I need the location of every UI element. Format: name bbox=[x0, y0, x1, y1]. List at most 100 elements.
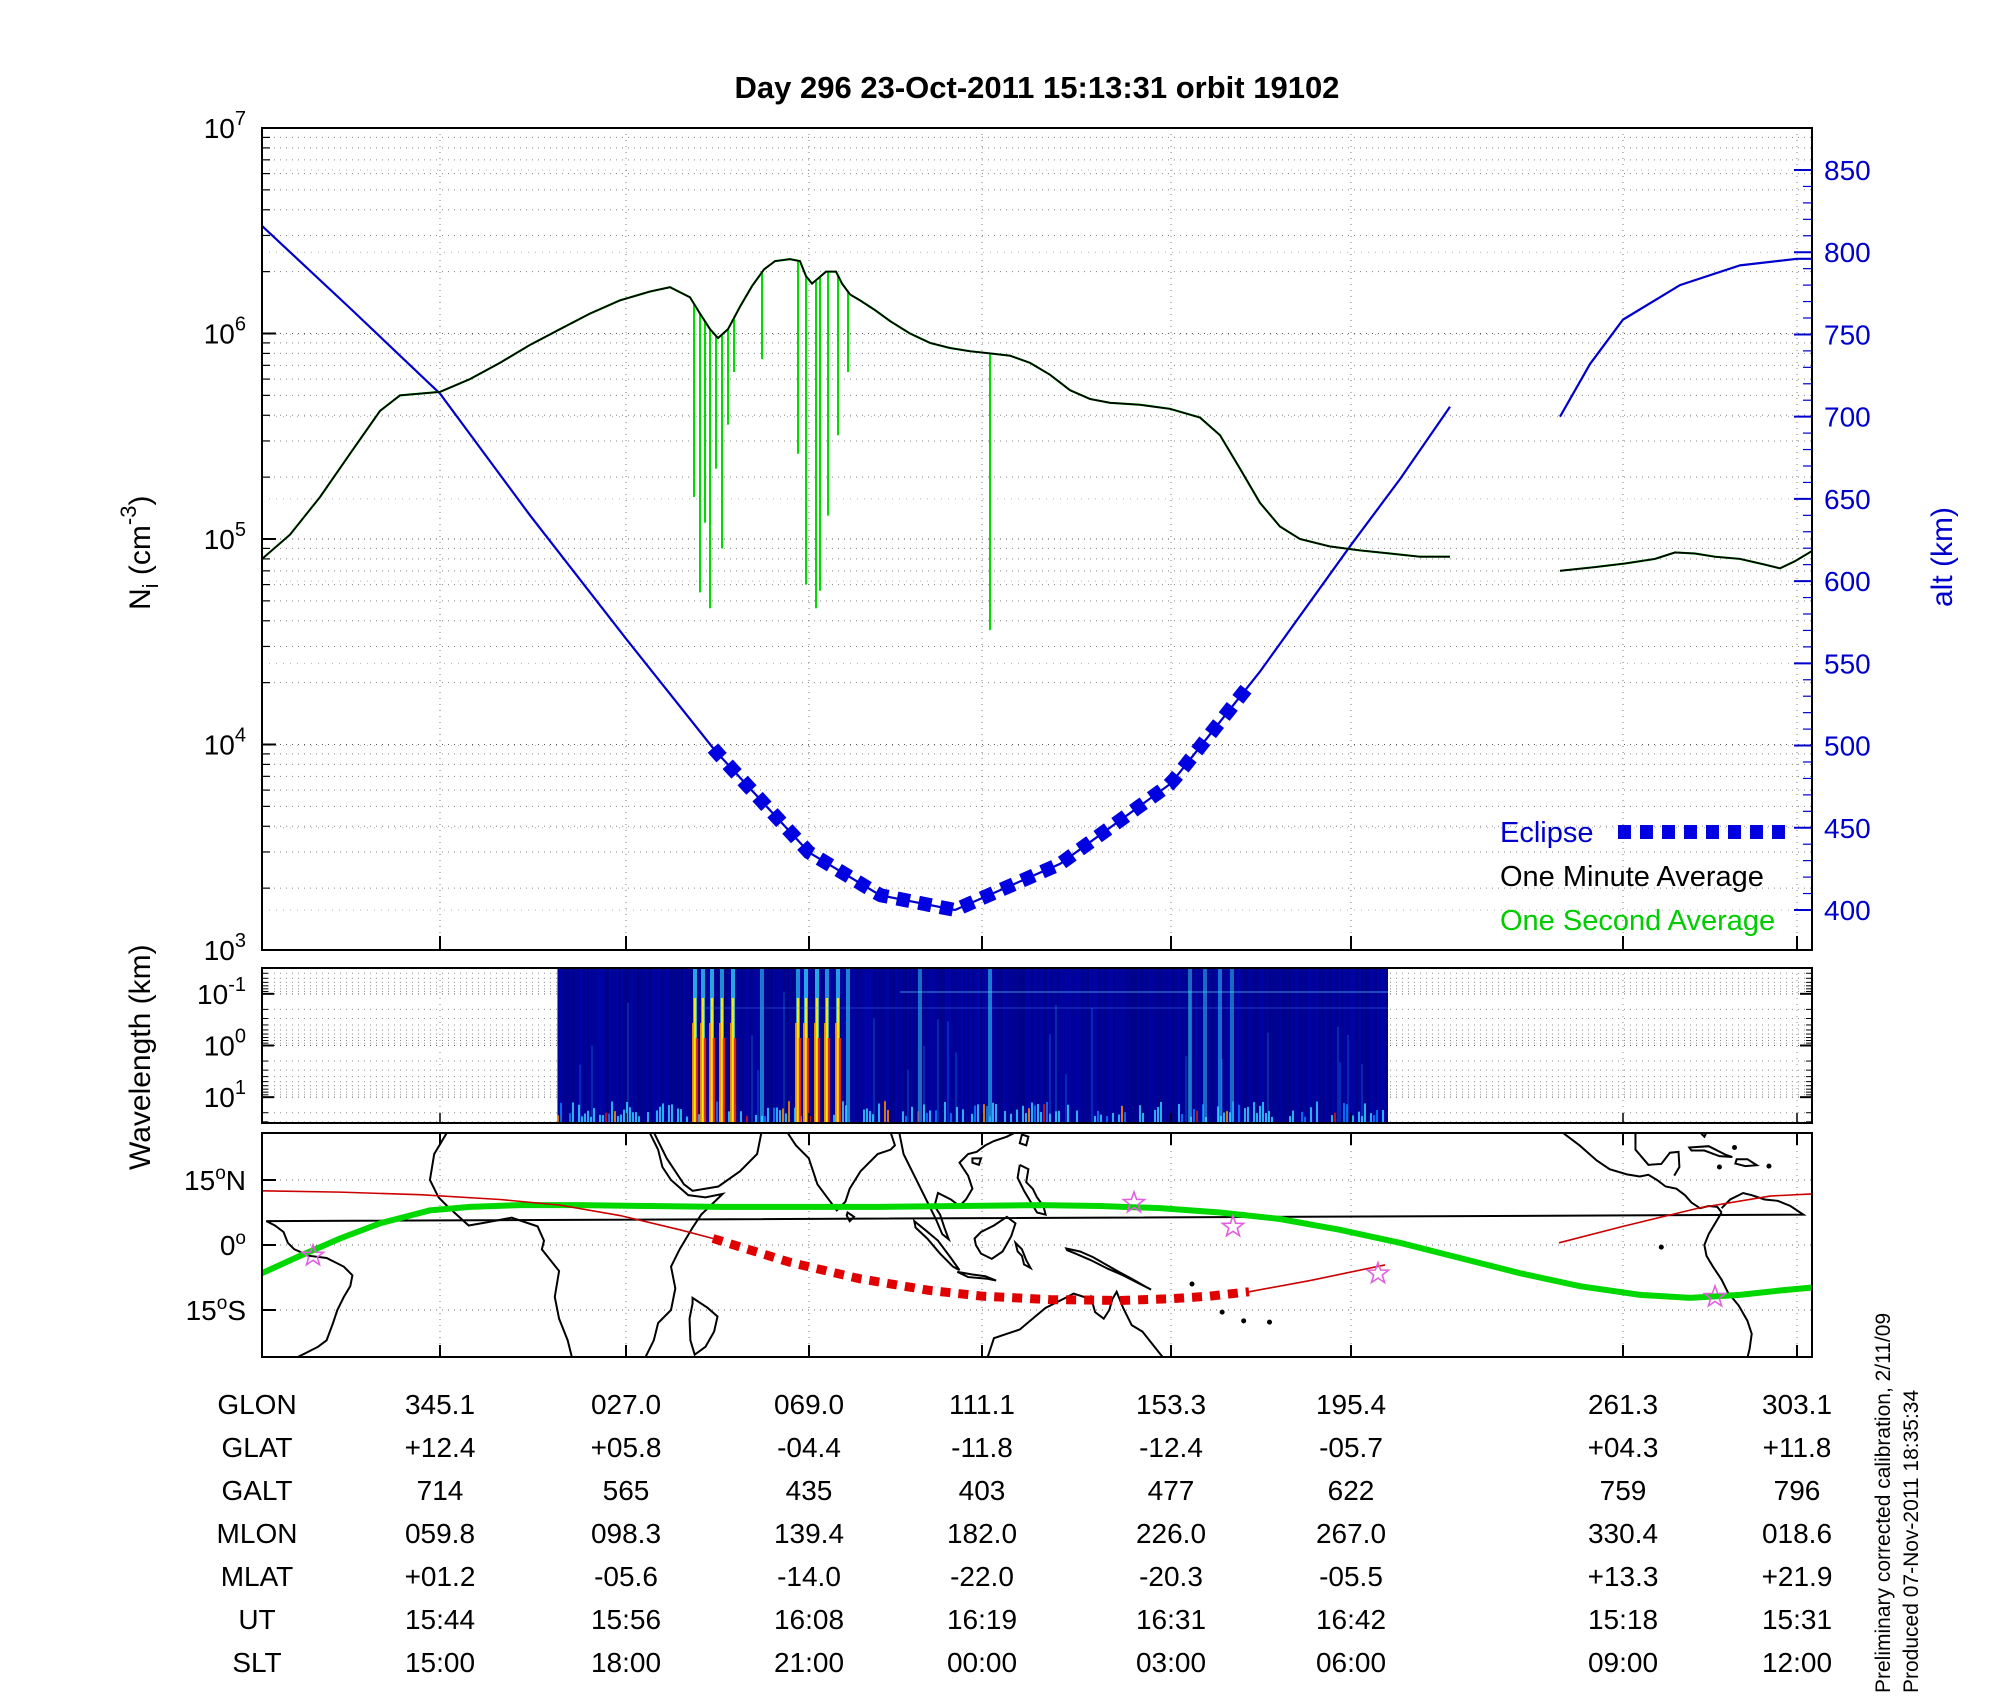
map-lat-tick-label: 15oS bbox=[186, 1293, 246, 1326]
table-cell: 16:19 bbox=[947, 1604, 1017, 1635]
island-dot bbox=[1716, 1164, 1722, 1170]
coastline-taiwan bbox=[1018, 1133, 1030, 1147]
table-cell: 15:18 bbox=[1588, 1604, 1658, 1635]
table-cell: 06:00 bbox=[1316, 1647, 1386, 1678]
table-cell: 15:00 bbox=[405, 1647, 475, 1678]
island-dot bbox=[1658, 1244, 1664, 1250]
table-cell: 16:08 bbox=[774, 1604, 844, 1635]
coastline-yucatan-gulf bbox=[85, 1132, 129, 1175]
page-title: Day 296 23-Oct-2011 15:13:31 orbit 19102 bbox=[735, 70, 1340, 105]
coastline-borneo bbox=[973, 1215, 1017, 1261]
map-ground-tracks bbox=[262, 1190, 1812, 1305]
ni-tick-label: 107 bbox=[204, 108, 246, 144]
red-track-after-gap bbox=[1558, 1193, 1812, 1244]
legend-minute-label: One Minute Average bbox=[1500, 861, 1764, 893]
table-row-label: UT bbox=[238, 1604, 275, 1635]
table-cell: 21:00 bbox=[774, 1647, 844, 1678]
table-cell: 00:00 bbox=[947, 1647, 1017, 1678]
one-minute-curve bbox=[1559, 549, 1812, 572]
alt-tick-label: 500 bbox=[1824, 731, 1871, 762]
table-cell: 226.0 bbox=[1136, 1518, 1206, 1549]
table-cell: +13.3 bbox=[1588, 1561, 1659, 1592]
alt-tick-label: 800 bbox=[1824, 237, 1871, 268]
table-row-label: GALT bbox=[221, 1475, 292, 1506]
table-cell: +12.4 bbox=[405, 1432, 476, 1463]
wavelength-tick-label: 101 bbox=[204, 1077, 246, 1113]
ni-tick-label: 105 bbox=[204, 519, 246, 555]
svg-text:Ni (cm-3): Ni (cm-3) bbox=[116, 496, 163, 610]
table-row-label: GLAT bbox=[221, 1432, 292, 1463]
table-cell: 12:00 bbox=[1762, 1647, 1832, 1678]
red-track-pre-eclipse bbox=[262, 1190, 714, 1240]
island-dot bbox=[1766, 1163, 1772, 1169]
coastline-sumatra bbox=[912, 1218, 961, 1272]
coastline-new-guinea bbox=[1064, 1247, 1152, 1291]
green-track bbox=[262, 1202, 1812, 1301]
coastline-africa-west bbox=[428, 1133, 573, 1357]
coastline-south-america-west bbox=[1703, 1211, 1753, 1357]
ni-axis-label: Ni (cm-3) bbox=[116, 496, 163, 610]
coastline-se-asia bbox=[898, 1133, 1016, 1243]
table-cell: 403 bbox=[959, 1475, 1006, 1506]
table-cell: +05.8 bbox=[591, 1432, 662, 1463]
side-note-produced: Produced 07-Nov-2011 18:35:34 bbox=[1900, 1390, 1923, 1693]
table-cell: 16:31 bbox=[1136, 1604, 1206, 1635]
alt-tick-label: 600 bbox=[1824, 566, 1871, 597]
table-row: GLAT +12.4 +05.8 -04.4 -11.8 -12.4 -05.7 +04.3 +… bbox=[221, 1432, 1831, 1463]
table-row: SLT 15:00 18:00 21:00 00:00 03:00 06:00 09:00 12… bbox=[232, 1647, 1832, 1678]
alt-tick-label: 650 bbox=[1824, 484, 1871, 515]
table-row-label: SLT bbox=[232, 1647, 281, 1678]
table-cell: 477 bbox=[1148, 1475, 1195, 1506]
table-cell: 098.3 bbox=[591, 1518, 661, 1549]
legend: Eclipse One Minute Average One Second Av… bbox=[1500, 817, 1790, 937]
coastline-south-america-west bbox=[154, 1213, 201, 1358]
ni-tick-label: 103 bbox=[204, 930, 246, 966]
altitude-eclipse-dashed bbox=[707, 683, 1253, 917]
island-dot bbox=[1219, 1309, 1225, 1315]
table-row: GALT 714 565 435 403 477 622 759 796 bbox=[221, 1475, 1820, 1506]
coastline-hispaniola bbox=[1734, 1158, 1760, 1168]
alt-tick-label: 450 bbox=[1824, 813, 1871, 844]
coastline-java bbox=[956, 1270, 997, 1282]
island-dot bbox=[1732, 1145, 1737, 1150]
table-cell: 018.6 bbox=[1762, 1518, 1832, 1549]
table-cell: 261.3 bbox=[1588, 1389, 1658, 1420]
island-dot bbox=[1267, 1319, 1272, 1325]
table-cell: 059.8 bbox=[405, 1518, 475, 1549]
star-marker bbox=[1702, 1283, 1728, 1308]
ephemeris-table: GLON 345.1 027.0 069.0 111.1 153.3 195.4 261.3 3… bbox=[217, 1389, 1833, 1678]
table-cell: 09:00 bbox=[1588, 1647, 1658, 1678]
coastline-africa-east bbox=[644, 1133, 726, 1357]
star-marker bbox=[1365, 1260, 1391, 1285]
coastline-srilanka bbox=[845, 1210, 856, 1223]
ni-tick-label: 104 bbox=[204, 725, 246, 761]
legend-eclipse-label: Eclipse bbox=[1500, 817, 1594, 849]
table-cell: 069.0 bbox=[774, 1389, 844, 1420]
star-marker bbox=[1220, 1213, 1246, 1238]
table-cell: 153.3 bbox=[1136, 1389, 1206, 1420]
table-cell: 15:56 bbox=[591, 1604, 661, 1635]
density-altitude-curves bbox=[262, 225, 1812, 917]
table-cell: -12.4 bbox=[1139, 1432, 1203, 1463]
table-cell: 15:44 bbox=[405, 1604, 475, 1635]
table-cell: 759 bbox=[1600, 1475, 1647, 1506]
table-cell: -05.7 bbox=[1319, 1432, 1383, 1463]
coastline-cuba bbox=[1687, 1145, 1733, 1159]
table-cell: 435 bbox=[786, 1475, 833, 1506]
table-cell: +21.9 bbox=[1762, 1561, 1833, 1592]
table-cell: 139.4 bbox=[774, 1518, 844, 1549]
star-marker bbox=[300, 1242, 326, 1267]
coastline-south-america-east bbox=[265, 1191, 1807, 1357]
alt-tick-label: 750 bbox=[1824, 319, 1871, 350]
axis-ticks: 107 106 105 104 103 850 800 750 700 650 600 550 500 4… bbox=[184, 108, 1871, 1357]
table-cell: 16:42 bbox=[1316, 1604, 1386, 1635]
coastline-north-america bbox=[1561, 1133, 1723, 1214]
map-coastlines bbox=[85, 1132, 1807, 1358]
table-cell: 714 bbox=[417, 1475, 464, 1506]
coastline-yucatan-gulf bbox=[1634, 1133, 1681, 1177]
table-cell: -05.6 bbox=[594, 1561, 658, 1592]
table-cell: +11.8 bbox=[1763, 1432, 1832, 1463]
table-row-label: GLON bbox=[217, 1389, 296, 1420]
wavelength-axis-label: Wavelength (km) bbox=[124, 944, 157, 1170]
